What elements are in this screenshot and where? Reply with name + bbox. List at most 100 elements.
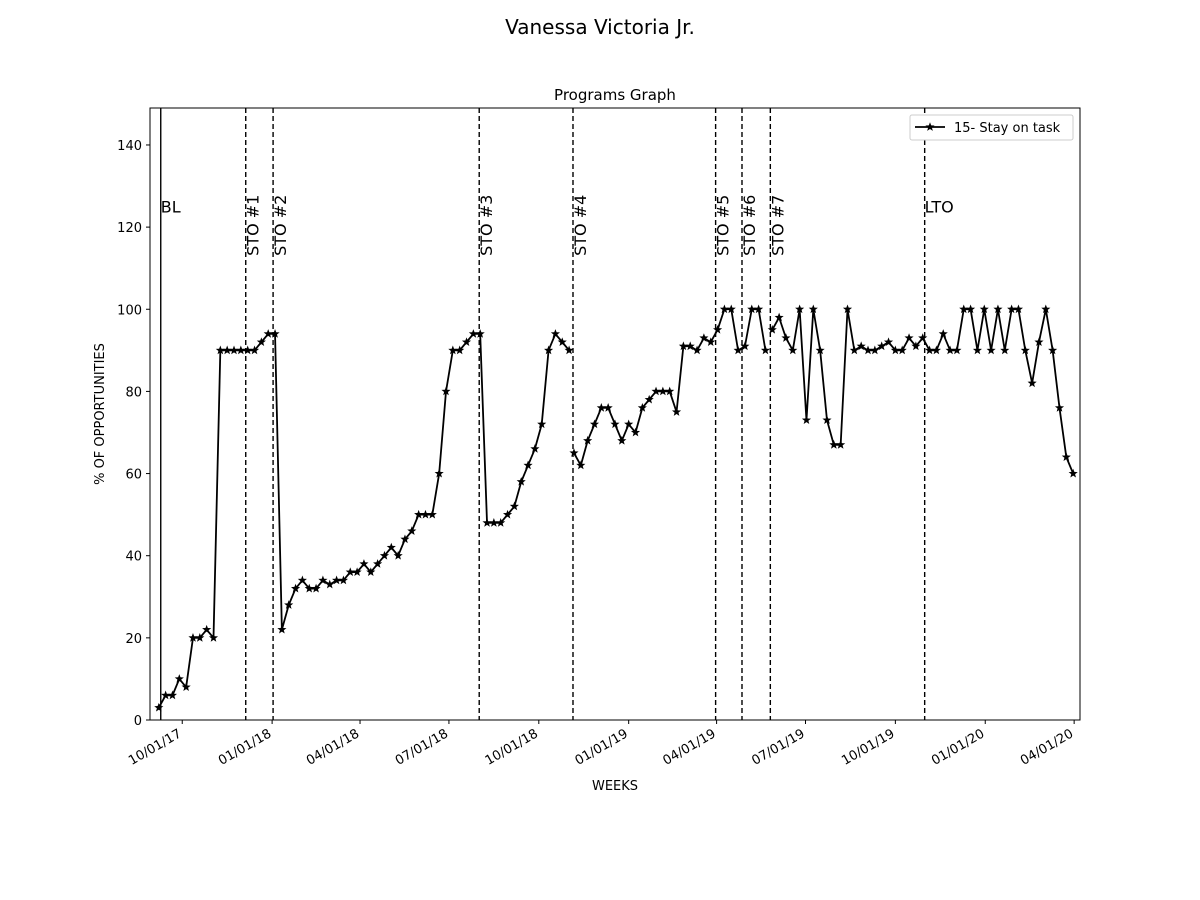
y-tick-label: 60 <box>125 468 142 483</box>
y-tick-label: 20 <box>125 632 142 647</box>
phase-label: STO #5 <box>714 195 733 256</box>
data-point-star <box>931 345 941 355</box>
data-point-star <box>993 304 1003 314</box>
y-axis-ticks: 0 20 40 60 80 100 120 140 <box>117 139 150 729</box>
data-point-star <box>576 460 586 470</box>
data-point-star <box>630 427 641 437</box>
data-point-star <box>959 304 969 314</box>
data-point-star <box>318 575 328 585</box>
data-point-star <box>678 341 688 351</box>
data-point-star <box>583 435 593 445</box>
data-point-star <box>482 518 492 527</box>
chart-title: Vanessa Victoria Jr. <box>505 15 695 39</box>
data-point-star <box>904 333 914 342</box>
data-point-star <box>386 542 396 552</box>
data-point-star <box>890 345 900 355</box>
data-point-star <box>986 345 996 355</box>
data-point-star <box>1027 378 1037 388</box>
data-point-star <box>849 345 859 355</box>
phase-change-lines: BL STO #1 STO #2 STO #3 STO #4 STO #5 STO #6 ST… <box>160 108 954 720</box>
data-point-star <box>637 403 647 412</box>
data-point-star <box>325 579 335 589</box>
data-point-star <box>441 386 451 396</box>
data-point-star <box>174 674 184 683</box>
data-point-star <box>461 337 472 346</box>
data-point-star <box>249 345 260 355</box>
data-point-star <box>154 702 164 712</box>
data-point-star <box>733 345 743 355</box>
data-point-star <box>243 345 253 355</box>
data-point-star <box>877 341 887 351</box>
data-point-star <box>502 509 513 519</box>
data-point-star <box>420 509 431 519</box>
y-axis-label: % OF OPPORTUNITIES <box>93 343 108 485</box>
data-point-star <box>277 624 287 634</box>
data-point-star <box>256 337 266 346</box>
data-point-star <box>883 337 894 346</box>
data-point-star <box>767 325 777 334</box>
data-point-star <box>726 304 736 314</box>
data-point-star <box>202 624 212 634</box>
data-point-star <box>345 567 355 577</box>
data-point-star <box>338 575 348 585</box>
data-point-star <box>815 345 825 355</box>
phase-label: LTO <box>925 198 954 217</box>
data-point-star <box>665 386 675 396</box>
data-point-star <box>222 345 232 355</box>
data-point-star <box>509 501 519 511</box>
phase-label: STO #3 <box>477 195 496 256</box>
data-point-star <box>719 304 729 314</box>
data-point-star <box>692 345 702 355</box>
data-point-star <box>1000 345 1010 355</box>
data-point-star <box>836 440 846 449</box>
data-point-star <box>603 403 613 412</box>
data-point-star <box>911 341 921 351</box>
data-point-star <box>788 345 798 355</box>
data-point-star <box>979 304 989 314</box>
data-point-star <box>671 407 682 416</box>
data-point-star <box>1013 304 1024 314</box>
data-point-star <box>952 345 962 355</box>
y-tick-label: 120 <box>117 221 142 236</box>
x-axis-label: WEEKS <box>592 779 638 794</box>
data-point-star <box>1007 304 1017 314</box>
data-point-star <box>167 690 178 700</box>
data-point-star <box>829 440 839 449</box>
data-point-star <box>1054 403 1065 412</box>
data-point-star <box>407 526 417 535</box>
data-point-star <box>208 633 219 642</box>
data-point-star <box>842 304 853 314</box>
data-point-star <box>781 333 791 342</box>
data-point-star <box>624 419 634 429</box>
data-point-star <box>523 460 533 470</box>
data-point-star <box>774 312 784 322</box>
data-point-star <box>651 386 661 396</box>
data-point-star <box>754 304 764 314</box>
data-point-star <box>808 304 818 314</box>
data-point-star <box>924 345 935 355</box>
data-point-star <box>699 333 709 342</box>
data-point-star <box>801 415 812 425</box>
data-point-star <box>352 567 362 577</box>
data-point-star <box>290 583 301 593</box>
data-point-star <box>870 345 880 355</box>
y-tick-label: 100 <box>117 303 142 318</box>
data-point-star <box>297 575 307 585</box>
data-point-star <box>617 435 627 445</box>
data-point-star <box>379 550 390 560</box>
data-point-star <box>530 444 540 453</box>
y-tick-label: 140 <box>117 139 142 154</box>
data-point-star <box>181 682 191 692</box>
data-point-star <box>713 325 723 334</box>
phase-label: STO #7 <box>768 195 787 256</box>
phase-label: STO #6 <box>740 195 759 256</box>
data-point-star <box>434 468 444 478</box>
data-point-star <box>760 345 771 355</box>
data-point-star <box>795 304 805 314</box>
data-point-star <box>938 329 948 338</box>
data-point-star <box>972 345 982 355</box>
data-point-star <box>516 476 526 486</box>
data-point-star <box>215 345 225 355</box>
